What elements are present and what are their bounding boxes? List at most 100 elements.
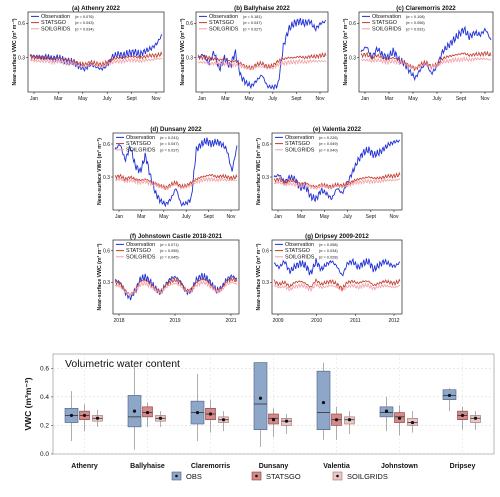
legend-label: SOILGRIDS [285,254,315,260]
y-tick-label: 0.2 [40,422,49,429]
box-mean-marker [397,416,402,420]
y-tick-label: 0.6 [103,248,110,254]
series-line-soilgrids [197,58,327,71]
legend-stat: (σ = 0.181) [243,15,262,19]
series-line-statsgo [273,277,401,292]
box-mean-marker [271,418,276,422]
x-tick-label: 2011 [350,318,361,324]
y-axis-label: Near-surface VWC (m³ m⁻³) [256,138,262,205]
legend-label: Observation [285,242,314,248]
box-mean-marker [460,413,465,418]
x-tick-label: Mar [54,96,63,102]
y-axis-label: Near-surface VWC (m³ m⁻³) [97,243,103,310]
x-tick-label: Sept [366,214,377,220]
x-tick-label: May [244,96,254,102]
legend-stat: (σ = 0.058) [319,243,338,247]
x-tick-label: 2012 [388,318,399,324]
series-line-observation [29,33,163,73]
legend-stat: (σ = 0.027) [243,27,262,31]
y-tick-label: 0.6 [40,365,49,372]
y-axis-label: Near-surface VWC (m³ m⁻³) [97,138,103,205]
legend-label: STATSGO [372,20,397,26]
box-mean-marker [82,413,87,418]
box-mean-marker [208,412,213,416]
box-mean-marker [95,416,100,420]
series-line-statsgo [29,50,163,68]
x-tick-label: July [182,214,191,220]
series-line-soilgrids [360,56,492,70]
legend-stat: (σ = 0.071) [160,243,179,247]
panel-frame [271,132,403,211]
x-tick-label: Sept [126,96,137,102]
line-panel-7: (g) Dripsey 2009-2012 0.3 0.6Near-surface … [256,233,403,324]
y-tick-label: 0.4 [40,394,49,401]
box-mean-marker [258,396,263,400]
y-tick-label: 0.3 [349,56,356,62]
x-tick-label: Nov [316,96,325,102]
x-tick-label: May [78,96,88,102]
category-label: Ballyhaise [130,463,165,470]
y-axis-label: Near-surface VWC (m³ m⁻³) [12,18,18,85]
panel-title: (f) Johnstown Castle 2018-2021 [130,233,223,240]
legend-stat: (σ = 0.047) [243,21,262,25]
legend-label: Observation [41,14,70,20]
legend-label: Observation [209,14,238,20]
category-label: Johnstown [381,463,418,470]
panel-title: (d) Dunsany 2022 [150,126,202,133]
x-tick-label: July [103,96,112,102]
y-tick-label: 0.0 [40,451,49,458]
x-tick-label: Nov [152,96,161,102]
box-mean-marker [384,409,389,413]
box-obs [253,362,268,431]
legend-label: Observation [285,135,314,141]
box-mean-marker [195,410,200,415]
legend-stat: (σ = 0.076) [75,15,94,19]
legend-label: SOILGRIDS [285,147,315,153]
series-line-observation [114,272,238,301]
box-mean-marker [132,409,137,413]
x-tick-label: Sept [203,214,214,220]
series-line-soilgrids [114,279,238,298]
legend-label: STATSGO [266,472,301,481]
legend-label: SOILGRIDS [41,26,71,32]
x-tick-label: May [320,214,330,220]
legend-stat: (σ = 0.055) [160,249,179,253]
panel-frame [112,132,240,211]
panel-title: (b) Ballyhaise 2022 [234,5,290,12]
box-obs [316,370,331,431]
panel-frame [271,239,403,315]
y-axis-label: Near-surface VWC (m³ m⁻³) [343,18,349,85]
x-tick-label: Mar [297,214,306,220]
y-tick-label: 0.6 [349,21,356,27]
y-tick-label: 0.6 [262,248,269,254]
series-line-observation [114,137,238,208]
y-tick-label: 0.6 [18,21,25,27]
x-tick-label: 2018 [113,318,124,324]
box-mean-marker [69,413,74,418]
legend-label: STATSGO [209,20,234,26]
x-tick-label: Mar [221,96,230,102]
x-tick-label: Mar [385,96,394,102]
x-tick-label: May [408,96,418,102]
legend-label: Observation [126,135,155,141]
x-tick-label: July [268,96,277,102]
x-tick-label: Jan [198,96,206,102]
series-line-soilgrids [273,177,401,191]
legend-label: SOILGRIDS [372,26,402,32]
x-tick-label: 2021 [225,318,236,324]
legend-mean-marker [255,474,258,478]
series-line-soilgrids [114,175,238,191]
panel-title: (g) Dripsey 2009-2012 [305,233,369,240]
legend-stat: (σ = 0.028) [319,255,338,259]
x-tick-label: 2019 [169,318,180,324]
x-tick-label: Jan [274,214,282,220]
x-tick-label: 2009 [272,318,283,324]
box-mean-marker [410,420,415,425]
legend-stat: (σ = 0.037) [160,148,179,152]
category-label: Valentia [323,463,350,470]
series-line-soilgrids [273,282,401,293]
